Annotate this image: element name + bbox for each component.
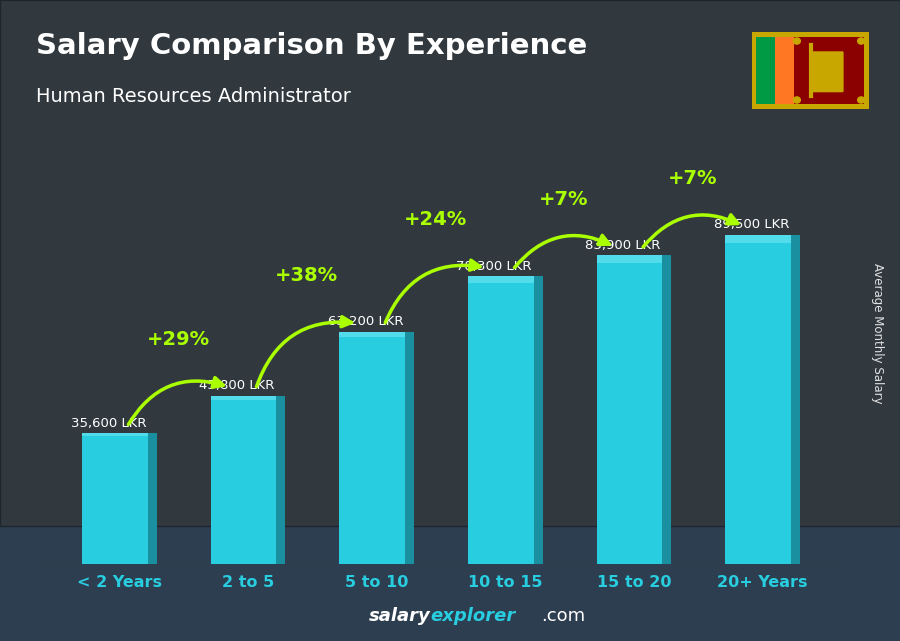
FancyArrowPatch shape [385,260,480,322]
Bar [82,433,148,564]
Bar [534,276,543,564]
Bar [468,276,534,283]
Text: +7%: +7% [668,169,717,188]
Bar [597,255,662,564]
FancyArrowPatch shape [515,235,609,267]
Text: +24%: +24% [404,210,467,229]
Text: explorer: explorer [430,607,516,625]
Bar [276,395,285,564]
Text: 83,900 LKR: 83,900 LKR [585,239,661,252]
Text: 78,300 LKR: 78,300 LKR [456,260,532,272]
Circle shape [858,38,865,44]
Bar [725,235,791,243]
Text: 63,200 LKR: 63,200 LKR [328,315,403,328]
Bar [339,331,405,337]
Text: +7%: +7% [539,190,589,209]
Bar [791,235,800,564]
Bar [756,37,775,104]
Bar [794,37,864,104]
Text: 45,800 LKR: 45,800 LKR [199,379,274,392]
Circle shape [793,97,800,103]
Text: Average Monthly Salary: Average Monthly Salary [871,263,884,404]
Bar [468,276,534,564]
Bar [597,255,662,263]
Point [806,92,817,100]
Point [806,41,817,49]
Text: .com: .com [541,607,585,625]
Text: 89,500 LKR: 89,500 LKR [714,219,789,231]
Bar [211,395,276,564]
Bar [662,255,671,564]
Bar [82,433,148,437]
FancyArrowPatch shape [256,317,351,387]
Circle shape [793,38,800,44]
Bar [725,235,791,564]
Bar [405,331,414,564]
Circle shape [858,97,865,103]
Bar [148,433,157,564]
Text: 35,600 LKR: 35,600 LKR [70,417,146,429]
Text: Salary Comparison By Experience: Salary Comparison By Experience [36,32,587,60]
FancyBboxPatch shape [812,51,843,92]
Text: +29%: +29% [147,330,210,349]
Text: Human Resources Administrator: Human Resources Administrator [36,87,351,106]
Text: +38%: +38% [275,266,338,285]
Bar [339,331,405,564]
Bar [211,395,276,400]
FancyArrowPatch shape [129,378,223,424]
Text: salary: salary [368,607,430,625]
FancyArrowPatch shape [644,215,738,247]
Bar [775,37,794,104]
